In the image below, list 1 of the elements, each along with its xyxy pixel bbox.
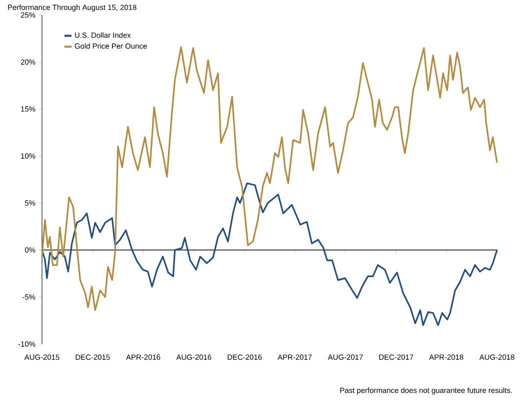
line-series — [41, 182, 498, 326]
